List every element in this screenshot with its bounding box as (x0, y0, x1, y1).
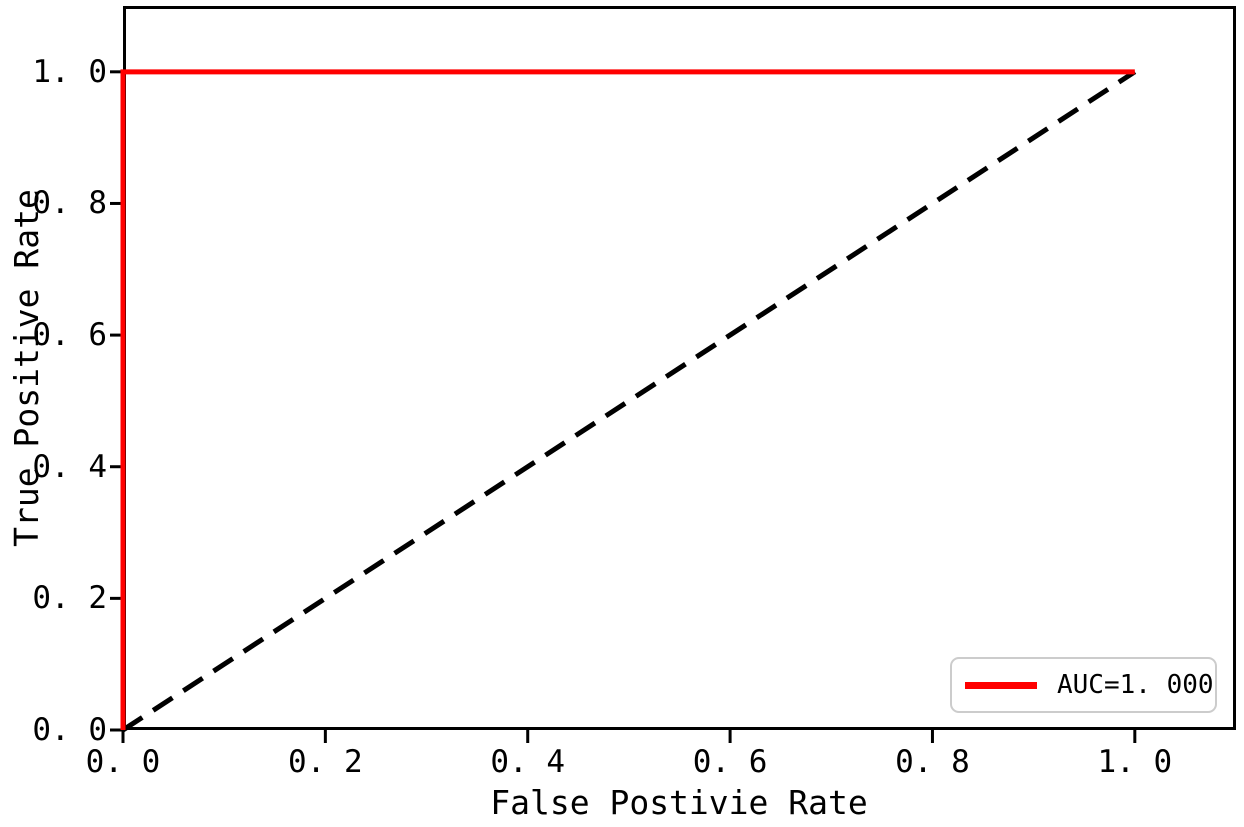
y-tick-label: 0. 0 (32, 712, 107, 748)
x-tick-label: 0. 2 (288, 744, 363, 780)
y-axis-label: True Positive Rate (7, 189, 46, 547)
x-tick-label: 1. 0 (1097, 744, 1173, 780)
x-tick-label: 0. 4 (490, 744, 566, 780)
y-tick-label: 1. 0 (32, 53, 107, 90)
legend-label: AUC=1. 000 (1057, 670, 1214, 700)
y-tick-label: 0. 2 (32, 580, 107, 617)
legend: AUC=1. 000 (950, 657, 1217, 713)
y-tick-label: 0. 6 (32, 317, 107, 354)
x-axis-label: False Postivie Rate (490, 783, 868, 822)
x-tick-label: 0. 8 (895, 744, 970, 780)
roc-curve-line (120, 69, 1135, 730)
y-tick-label: 0. 4 (32, 448, 107, 485)
x-tick-label: 0. 6 (692, 744, 768, 780)
y-tick-label: 0. 8 (32, 185, 107, 222)
legend-line-swatch (965, 681, 1037, 689)
chance-diagonal-line (121, 69, 1137, 733)
x-tick-label: 0. 0 (85, 744, 161, 780)
